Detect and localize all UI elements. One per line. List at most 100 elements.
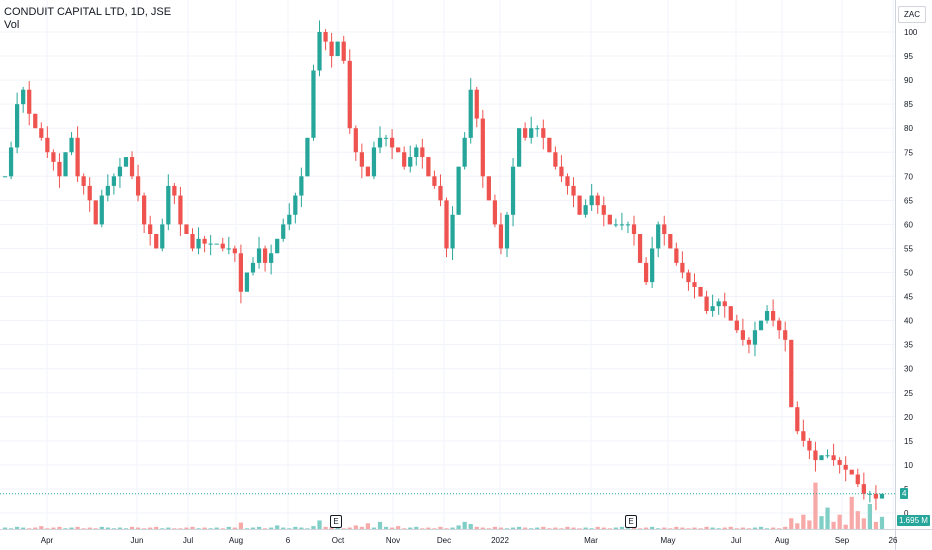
candle-body [571,185,576,196]
volume-bar [837,514,842,529]
volume-bar [111,528,117,529]
candle-body [414,147,419,158]
candle-body [746,339,752,345]
candle-body [795,407,800,432]
volume-bar [2,527,8,529]
volume-bar [377,521,383,529]
volume-bar [504,528,510,529]
candle-body [129,157,135,177]
volume-bar [601,527,606,529]
x-tick-label: 6 [286,536,291,545]
candle-body [486,176,491,201]
volume-bar [317,520,322,529]
volume-bar [607,528,612,529]
volume-bar [813,482,818,529]
x-tick-label: May [660,536,675,545]
volume-bar [51,527,56,529]
candle-body [819,455,824,461]
candle-body [764,310,770,321]
volume-bar [692,527,697,529]
volume-bar [57,526,62,529]
candle-body [837,460,842,465]
candle-body [595,195,600,206]
candle-body [474,89,479,119]
candle-body [220,243,225,249]
volume-bar [117,527,123,529]
candle-body [686,272,691,283]
volume-bar [214,527,219,529]
candle-body [250,262,256,273]
volume-bar [879,516,885,529]
candle-body [643,262,649,283]
candle-body [69,137,74,153]
candle-body [396,147,401,153]
volume-bar [123,528,129,529]
candle-body [607,214,612,225]
candle-body [601,205,606,215]
volume-bar [535,527,540,529]
volume-bar [553,527,558,529]
candle-body [27,89,32,114]
candle-body [63,152,68,177]
price-axis-ticks: 0510152025303540455055606570758085909510… [904,28,918,518]
y-tick-label: 0 [904,509,909,518]
volume-bar [166,527,171,529]
candle-body [523,128,528,138]
volume-bar [256,526,262,529]
x-tick-label: Mar [584,536,598,545]
volume-bar [220,528,225,529]
x-tick-label: Nov [386,536,400,545]
x-tick-label: Apr [41,536,54,545]
volume-bar [232,527,237,529]
volume-bar [777,528,782,529]
currency-button[interactable]: ZAC [898,6,926,23]
candle-body [426,157,431,177]
x-tick-label: Aug [775,536,789,545]
chart-legend-volume[interactable]: Vol [4,19,20,31]
y-tick-label: 15 [904,437,913,446]
y-tick-label: 20 [904,413,913,422]
candle-body [371,147,377,177]
volume-bar [516,526,522,529]
volume-bar [565,526,570,529]
volume-bar [492,526,498,529]
candle-body [244,272,250,292]
volume-bar [341,528,346,529]
candle-body [389,137,395,148]
y-tick-label: 95 [904,52,913,61]
candle-body [849,469,854,475]
volume-bar [541,526,546,529]
volume-bar [81,528,86,529]
volume-bar [250,527,256,529]
volume-bar [172,528,177,529]
candle-body [668,234,673,249]
candle-body [529,128,534,138]
candle-body [704,296,709,311]
candle-body [456,166,461,215]
volume-bar [589,528,594,529]
candle-body [547,137,552,153]
volume-bar [547,528,552,529]
candle-body [377,137,383,148]
volume-bar [420,528,425,529]
volume-bar [510,527,516,529]
x-tick-label: Sep [835,536,850,545]
time-axis-ticks: Apr Jun Jul Aug 6 Oct Nov Dec 2022 Mar May Jul Aug Se… [41,536,898,545]
volume-bar [674,526,679,529]
volume-bar [311,526,316,529]
y-tick-label: 55 [904,244,913,253]
volume-bar [196,528,201,529]
candle-body [190,234,195,249]
volume-bar [305,528,310,529]
earnings-marker[interactable]: E [330,515,342,528]
chart-legend-symbol[interactable]: CONDUIT CAPITAL LTD, 1D, JSE [4,6,172,18]
candle-body [2,176,8,178]
volume-bar [529,528,534,529]
volume-bar [807,520,812,529]
volume-bar [619,526,625,529]
volume-bar [752,527,758,529]
volume-bar [734,528,739,529]
volume-bar [843,524,848,529]
earnings-marker[interactable]: E [625,515,637,528]
